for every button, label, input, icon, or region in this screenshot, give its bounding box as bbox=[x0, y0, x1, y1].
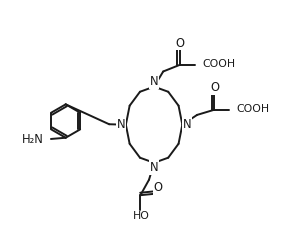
Text: N: N bbox=[150, 75, 158, 88]
Text: N: N bbox=[183, 118, 191, 131]
Text: O: O bbox=[175, 37, 184, 49]
Text: N: N bbox=[150, 161, 158, 174]
Text: O: O bbox=[210, 82, 219, 94]
Text: HO: HO bbox=[133, 211, 150, 221]
Text: N: N bbox=[117, 118, 125, 131]
Text: COOH: COOH bbox=[236, 104, 269, 114]
Text: O: O bbox=[153, 181, 162, 194]
Text: H₂N: H₂N bbox=[22, 133, 44, 146]
Text: COOH: COOH bbox=[202, 59, 235, 69]
